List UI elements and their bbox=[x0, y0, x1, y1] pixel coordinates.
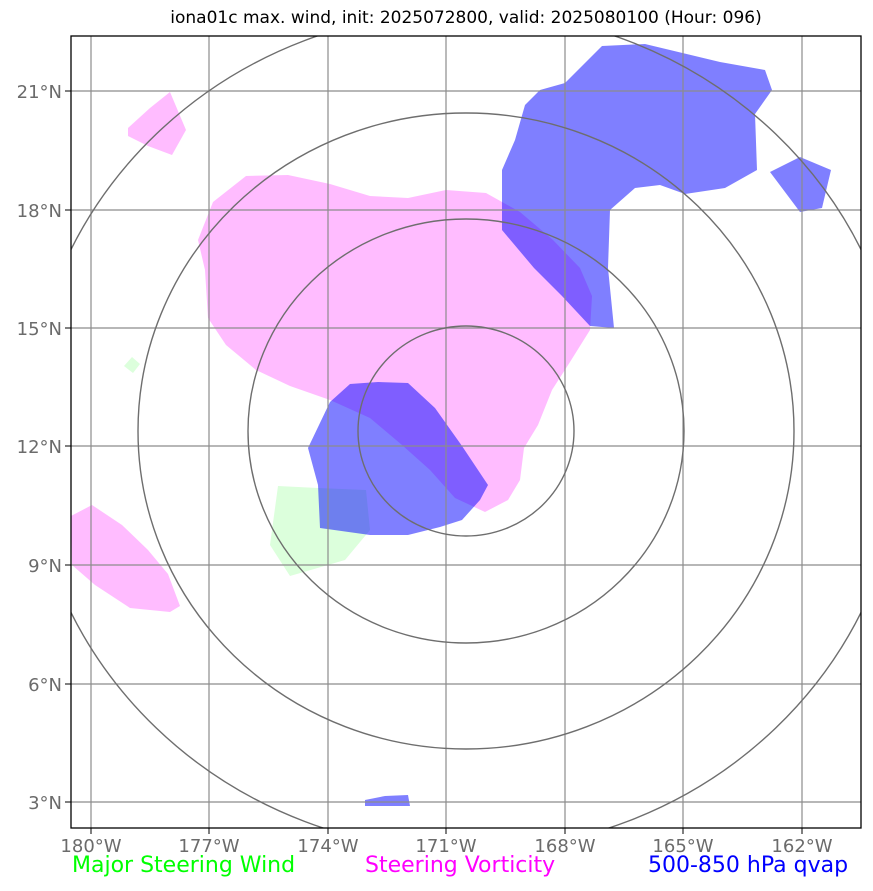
x-tick-label: 174°W bbox=[297, 836, 358, 857]
y-tick-labels: 21°N 18°N 15°N 12°N 9°N 6°N 3°N bbox=[17, 82, 62, 814]
qvap-region-bottom bbox=[365, 795, 410, 806]
qvap-region-northeast bbox=[502, 44, 772, 328]
y-tick-label: 3°N bbox=[28, 793, 62, 814]
y-tick-label: 21°N bbox=[17, 82, 62, 103]
x-tick-label: 168°W bbox=[534, 836, 595, 857]
legend-qvap: 500-850 hPa qvap bbox=[648, 853, 849, 878]
qvap-field bbox=[308, 44, 831, 806]
x-tick-label: 180°W bbox=[60, 836, 121, 857]
qvap-region-far-east bbox=[770, 157, 831, 212]
x-tick-label: 171°W bbox=[415, 836, 476, 857]
vorticity-region-southwest bbox=[71, 505, 180, 612]
map-fields bbox=[71, 44, 831, 806]
x-tick-label: 177°W bbox=[178, 836, 239, 857]
x-tick-labels: 180°W 177°W 174°W 171°W 168°W 165°W 162°… bbox=[60, 836, 832, 857]
legend-steering-wind: Major Steering Wind bbox=[72, 853, 296, 878]
y-tick-label: 12°N bbox=[17, 437, 62, 458]
range-ring-2 bbox=[247, 218, 685, 644]
wind-region-small bbox=[124, 357, 140, 373]
plot-frame bbox=[70, 35, 862, 829]
steering-vorticity-field bbox=[71, 92, 592, 612]
range-rings bbox=[71, 36, 861, 828]
legend-steering-vorticity: Steering Vorticity bbox=[365, 853, 556, 878]
vorticity-region-northwest bbox=[128, 92, 186, 155]
y-tick-label: 15°N bbox=[17, 319, 62, 340]
range-ring-1 bbox=[357, 325, 575, 537]
graticule bbox=[71, 36, 861, 828]
map-title: iona01c max. wind, init: 2025072800, val… bbox=[170, 8, 762, 28]
y-tick-label: 6°N bbox=[28, 675, 62, 696]
y-tick-label: 9°N bbox=[28, 556, 62, 577]
x-tick-label: 162°W bbox=[771, 836, 832, 857]
range-ring-3 bbox=[137, 112, 795, 750]
y-tick-label: 18°N bbox=[17, 201, 62, 222]
tick-marks bbox=[65, 90, 803, 834]
x-tick-label: 165°W bbox=[652, 836, 713, 857]
qvap-region-south-central bbox=[308, 382, 488, 535]
vorticity-region-main bbox=[198, 175, 592, 512]
